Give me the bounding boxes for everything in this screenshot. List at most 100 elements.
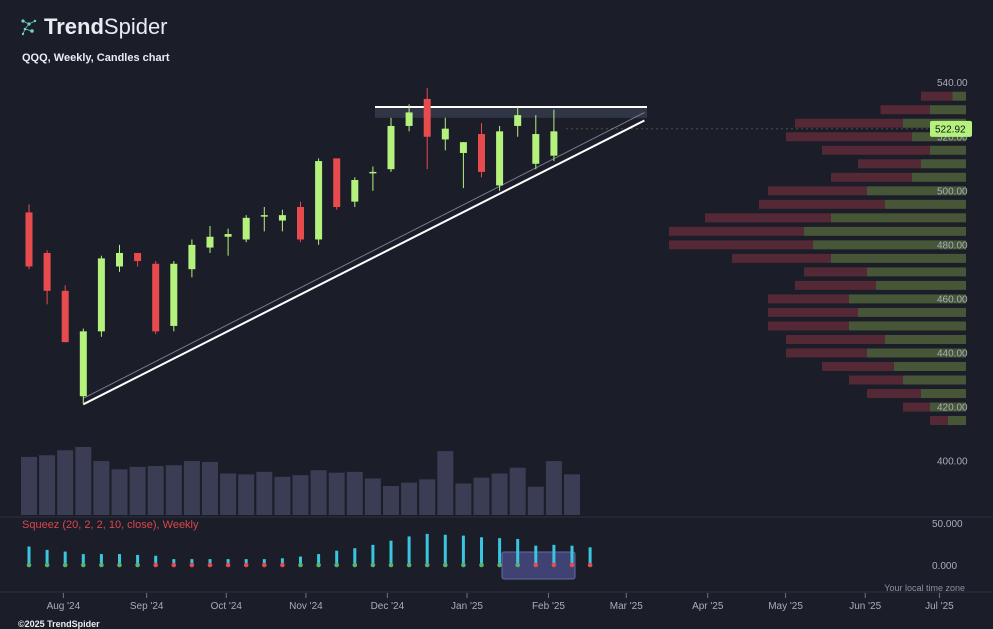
squeeze-dot (533, 562, 539, 568)
volume-bar (129, 466, 146, 515)
brand-name-light: Spider (103, 14, 168, 39)
volume-profile-up-bar (885, 199, 966, 209)
x-axis-tick-label: Sep '24 (130, 601, 164, 612)
volume-profile-down-bar (795, 118, 903, 128)
volume-profile-up-bar (831, 213, 966, 223)
squeeze-dot (497, 562, 502, 568)
volume-profile-down-bar (768, 321, 849, 331)
volume-profile-down-bar (786, 348, 867, 358)
candle-body (478, 134, 485, 172)
candle-body (405, 112, 413, 126)
volume-profile-up-bar (831, 253, 966, 263)
volume-profile-down-bar (921, 91, 953, 101)
squeeze-dot (225, 562, 231, 568)
volume-profile-down-bar (705, 213, 831, 223)
squeeze-axis-tick-label: 0.000 (932, 561, 957, 572)
volume-bar (346, 471, 363, 515)
support-trendline (82, 119, 645, 406)
squeeze-dot (406, 562, 412, 568)
volume-profile-down-bar (858, 159, 921, 169)
squeeze-dot (117, 562, 122, 568)
candle-body (441, 128, 449, 140)
squeeze-indicator-label[interactable]: Squeez (20, 2, 2, 10, close), Weekly (22, 519, 199, 531)
trendline-channel-line (83, 112, 645, 399)
squeeze-dot (334, 562, 340, 568)
x-axis-tick-label: Jul '25 (925, 601, 954, 612)
candle-body (79, 331, 87, 397)
squeeze-dot (207, 562, 213, 568)
volume-profile-down-bar (669, 226, 804, 236)
candle-body (152, 263, 160, 332)
squeeze-dot (171, 562, 177, 568)
y-axis-tick-label: 440.00 (937, 348, 968, 359)
volume-bar (383, 485, 399, 515)
candle-body (188, 244, 196, 270)
volume-bar (491, 473, 508, 515)
volume-bar (202, 461, 218, 515)
candle-body (206, 236, 214, 248)
volume-bar (39, 455, 56, 515)
candle-body (423, 98, 431, 137)
squeeze-dot (352, 562, 358, 568)
volume-profile-down-bar (669, 240, 813, 250)
y-axis-tick-label: 460.00 (937, 294, 968, 305)
squeeze-dot (370, 562, 376, 568)
candle-body (25, 212, 33, 267)
y-axis-tick-label: 520.00 (937, 132, 968, 143)
volume-profile-up-bar (867, 348, 966, 358)
x-axis-tick-label: Dec '24 (371, 601, 405, 612)
volume-bar (274, 476, 291, 515)
squeeze-dot (62, 562, 68, 568)
chart-title: QQQ, Weekly, Candles chart (22, 52, 170, 64)
x-axis-tick-label: Jan '25 (451, 601, 483, 612)
volume-bar (93, 461, 110, 515)
volume-bar (527, 486, 544, 515)
y-axis-tick-label: 420.00 (937, 403, 968, 414)
volume-bar (509, 467, 526, 515)
trendspider-logo: Trend Spider (20, 14, 168, 40)
volume-bar (57, 450, 74, 515)
volume-profile-down-bar (795, 280, 876, 290)
volume-profile-down-bar (732, 253, 831, 263)
volume-profile-up-bar (930, 145, 966, 155)
volume-profile-up-bar (894, 361, 966, 371)
volume-profile-up-bar (867, 267, 966, 277)
volume-bar (183, 461, 200, 515)
candle-body (387, 125, 395, 170)
y-axis-tick-label: 480.00 (937, 240, 968, 251)
volume-bar (328, 472, 345, 515)
volume-bar (437, 451, 454, 515)
squeeze-dot (587, 562, 593, 568)
volume-profile-down-bar (768, 307, 858, 317)
squeeze-dot (479, 562, 484, 568)
volume-profile-up-bar (921, 389, 966, 399)
squeeze-dot (515, 562, 520, 568)
last-price-tag (930, 120, 972, 137)
volume-profile-down-bar (822, 361, 894, 371)
volume-profile-down-bar (786, 132, 912, 142)
volume-profile-down-bar (880, 105, 930, 115)
volume-bar (545, 461, 562, 515)
volume-bar (310, 470, 327, 515)
candle-body (297, 207, 304, 240)
volume-bar (473, 477, 490, 515)
candle-body (550, 131, 558, 156)
volume-profile-up-bar (858, 307, 966, 317)
squeeze-dot (243, 562, 249, 568)
candle-body (170, 263, 178, 326)
candle-body (369, 171, 377, 174)
candle-body (496, 131, 504, 186)
x-axis-tick-label: Aug '24 (47, 601, 81, 612)
squeeze-dot (153, 562, 158, 568)
volume-bar (238, 474, 255, 515)
volume-bar (292, 475, 309, 515)
y-axis-tick-label: 540.00 (937, 78, 968, 89)
volume-profile-up-bar (948, 416, 966, 426)
spider-network-icon (21, 19, 37, 36)
squeeze-dot (135, 562, 140, 568)
candle-body (242, 217, 250, 240)
volume-profile-up-bar (903, 375, 966, 385)
volume-profile-down-bar (831, 172, 912, 182)
candle-body (333, 158, 341, 208)
